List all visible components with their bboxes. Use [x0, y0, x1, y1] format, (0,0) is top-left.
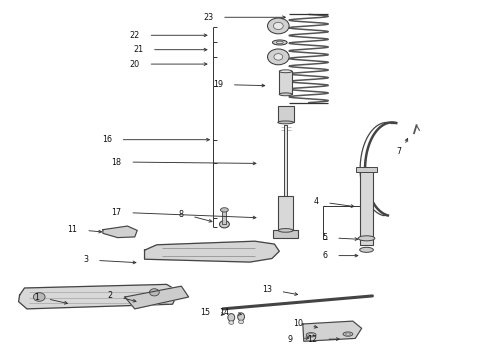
Text: 10: 10 [293, 320, 303, 328]
Text: 11: 11 [68, 225, 77, 234]
Ellipse shape [238, 313, 245, 321]
Text: 14: 14 [220, 308, 229, 317]
Ellipse shape [279, 93, 292, 96]
Text: 6: 6 [322, 251, 327, 260]
Text: 17: 17 [111, 208, 122, 217]
Text: 2: 2 [108, 291, 113, 300]
Text: 22: 22 [129, 31, 140, 40]
Text: 8: 8 [179, 210, 184, 219]
Ellipse shape [220, 208, 228, 212]
Circle shape [268, 49, 289, 65]
Polygon shape [19, 284, 179, 309]
Text: 5: 5 [322, 233, 327, 242]
Bar [222, 210, 226, 224]
Text: 18: 18 [112, 158, 122, 166]
Bar [278, 196, 293, 230]
Ellipse shape [360, 247, 373, 252]
Circle shape [149, 289, 159, 296]
Text: 21: 21 [133, 45, 143, 54]
Circle shape [273, 22, 283, 30]
Polygon shape [145, 241, 279, 262]
Ellipse shape [276, 41, 283, 44]
Bar [284, 125, 287, 196]
Circle shape [274, 54, 283, 60]
Bar [278, 106, 294, 122]
Bar [273, 230, 298, 238]
Text: 12: 12 [307, 335, 318, 343]
Ellipse shape [278, 121, 294, 124]
Text: 4: 4 [314, 197, 318, 206]
Text: 23: 23 [203, 13, 213, 22]
Ellipse shape [343, 332, 353, 336]
Ellipse shape [306, 333, 316, 337]
Ellipse shape [279, 70, 292, 73]
Text: 20: 20 [129, 60, 140, 69]
Polygon shape [103, 226, 137, 238]
Ellipse shape [278, 229, 293, 232]
Circle shape [33, 293, 45, 301]
Ellipse shape [358, 236, 375, 241]
Ellipse shape [309, 334, 314, 336]
Ellipse shape [272, 40, 287, 45]
Text: 19: 19 [213, 80, 223, 89]
Circle shape [268, 18, 289, 34]
Bar [279, 71, 292, 94]
Text: 15: 15 [200, 308, 211, 317]
Ellipse shape [220, 221, 229, 228]
Ellipse shape [229, 321, 234, 324]
Ellipse shape [345, 333, 350, 335]
Text: 16: 16 [102, 135, 112, 144]
Polygon shape [303, 321, 362, 341]
Polygon shape [125, 286, 189, 309]
Text: 13: 13 [262, 285, 272, 294]
Text: 9: 9 [288, 335, 293, 343]
Bar [360, 171, 373, 245]
Text: 7: 7 [397, 147, 402, 156]
Bar [356, 167, 377, 172]
Text: 3: 3 [83, 256, 88, 264]
Text: 1: 1 [34, 292, 39, 302]
Ellipse shape [228, 314, 235, 321]
Ellipse shape [239, 320, 244, 324]
